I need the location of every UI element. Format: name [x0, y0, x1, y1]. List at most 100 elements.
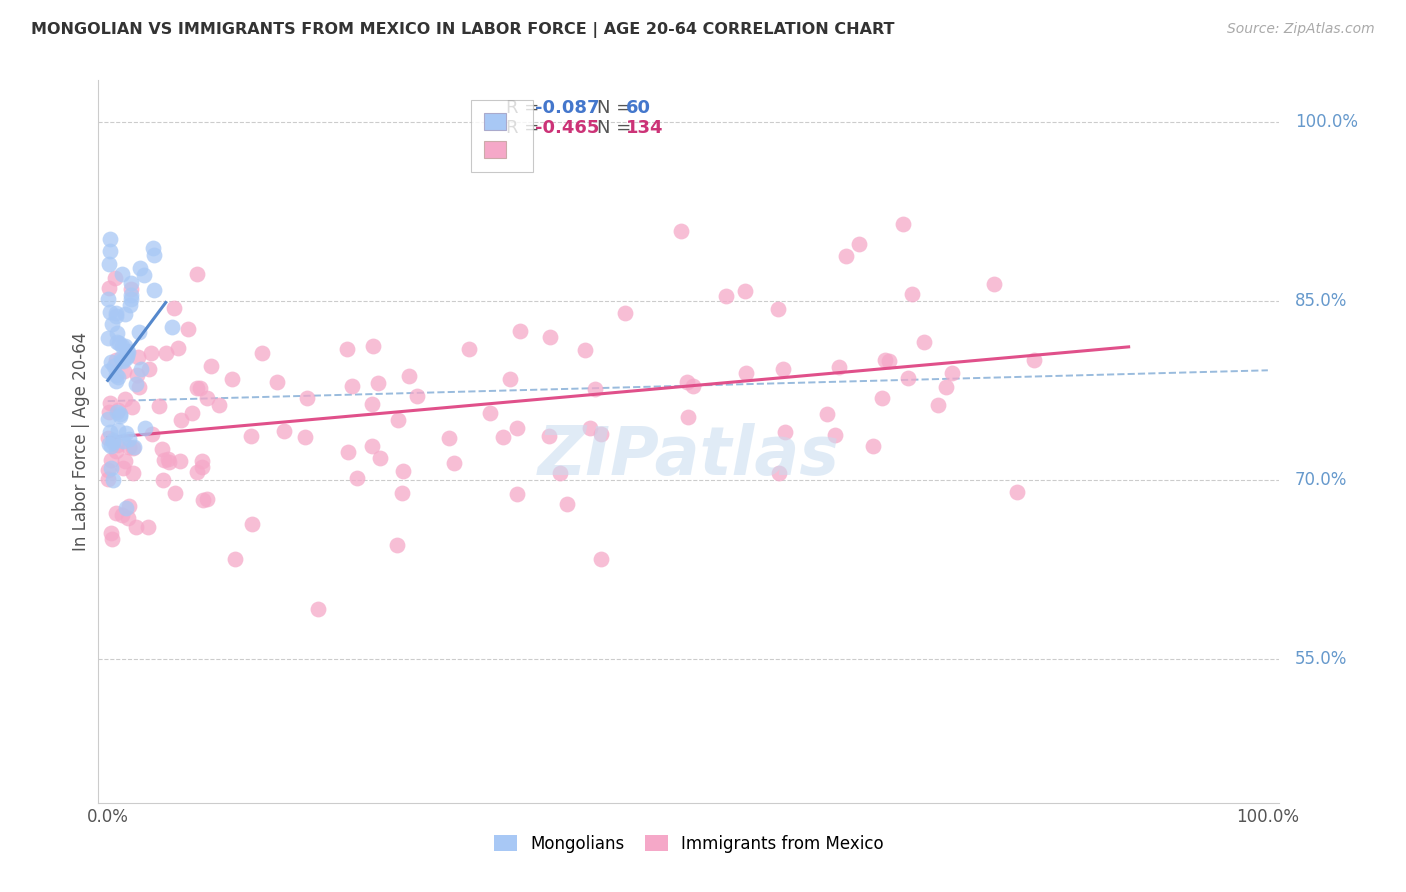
Point [193, 492, 215, 507]
Point [138, 362, 160, 376]
Point [574, 343, 596, 357]
Point [114, 454, 136, 468]
Point [157, 451, 180, 466]
Point [181, 406, 204, 420]
Point [492, 430, 515, 444]
Point [240, 428, 263, 442]
Point [97, 281, 120, 295]
Point [105, 326, 128, 340]
Text: 60: 60 [626, 99, 651, 117]
Point [336, 444, 359, 458]
Point [125, 520, 148, 534]
Point [97, 331, 120, 345]
Point [157, 455, 180, 469]
Point [105, 310, 128, 324]
Point [141, 426, 163, 441]
Point [121, 282, 143, 296]
Point [983, 277, 1005, 292]
Point [862, 439, 884, 453]
Point [775, 425, 797, 439]
Point [221, 371, 243, 385]
Point [111, 353, 134, 368]
Point [111, 354, 134, 368]
Point [100, 460, 122, 475]
Point [307, 601, 329, 615]
Point [97, 292, 120, 306]
Point [97, 363, 120, 377]
Point [107, 402, 129, 417]
Point [115, 426, 138, 441]
Point [835, 249, 858, 263]
Point [824, 427, 846, 442]
Point [155, 346, 177, 360]
Point [682, 379, 704, 393]
Point [167, 341, 190, 355]
Point [134, 268, 156, 282]
Text: ZIPatlas: ZIPatlas [538, 423, 839, 489]
Point [121, 400, 143, 414]
Point [104, 368, 127, 382]
Point [848, 237, 870, 252]
Text: 100.0%: 100.0% [1295, 113, 1358, 131]
Text: 134: 134 [626, 119, 664, 137]
Text: MONGOLIAN VS IMMIGRANTS FROM MEXICO IN LABOR FORCE | AGE 20-64 CORRELATION CHART: MONGOLIAN VS IMMIGRANTS FROM MEXICO IN L… [31, 22, 894, 38]
Point [391, 485, 413, 500]
Point [160, 319, 183, 334]
Point [118, 440, 141, 454]
Point [142, 240, 165, 254]
Point [870, 392, 893, 406]
Point [478, 406, 501, 420]
Point [591, 551, 613, 566]
Point [900, 286, 922, 301]
Point [118, 500, 141, 514]
Point [912, 334, 935, 349]
Point [200, 359, 222, 373]
Text: 55.0%: 55.0% [1295, 650, 1347, 668]
Point [437, 432, 460, 446]
Point [443, 457, 465, 471]
Point [676, 375, 699, 389]
Point [101, 434, 124, 449]
Point [98, 437, 121, 451]
Point [105, 335, 128, 350]
Point [120, 287, 142, 301]
Point [548, 466, 571, 480]
Point [891, 217, 914, 231]
Point [385, 538, 408, 552]
Point [360, 397, 382, 411]
Point [98, 396, 121, 410]
Point [103, 434, 125, 448]
Point [363, 338, 385, 352]
Point [815, 407, 838, 421]
Point [177, 322, 200, 336]
Point [676, 409, 699, 424]
Point [190, 454, 212, 468]
Point [537, 429, 560, 443]
Point [242, 516, 264, 531]
Legend: Mongolians, Immigrants from Mexico: Mongolians, Immigrants from Mexico [486, 828, 891, 860]
Point [346, 471, 368, 485]
Point [538, 330, 561, 344]
Point [406, 389, 429, 403]
Point [97, 472, 120, 486]
Point [1005, 484, 1028, 499]
Point [110, 407, 132, 421]
Point [768, 467, 790, 481]
Point [734, 366, 756, 380]
Point [114, 307, 136, 321]
Point [614, 306, 637, 320]
Point [101, 533, 124, 547]
Point [578, 420, 600, 434]
Point [128, 380, 150, 394]
Point [734, 284, 756, 298]
Y-axis label: In Labor Force | Age 20-64: In Labor Force | Age 20-64 [72, 332, 90, 551]
Point [111, 461, 134, 475]
Point [125, 368, 148, 382]
Point [110, 409, 132, 423]
Text: 70.0%: 70.0% [1295, 471, 1347, 490]
Point [941, 366, 963, 380]
Point [131, 362, 153, 376]
Point [100, 453, 122, 467]
Point [186, 381, 208, 395]
Point [97, 412, 120, 426]
